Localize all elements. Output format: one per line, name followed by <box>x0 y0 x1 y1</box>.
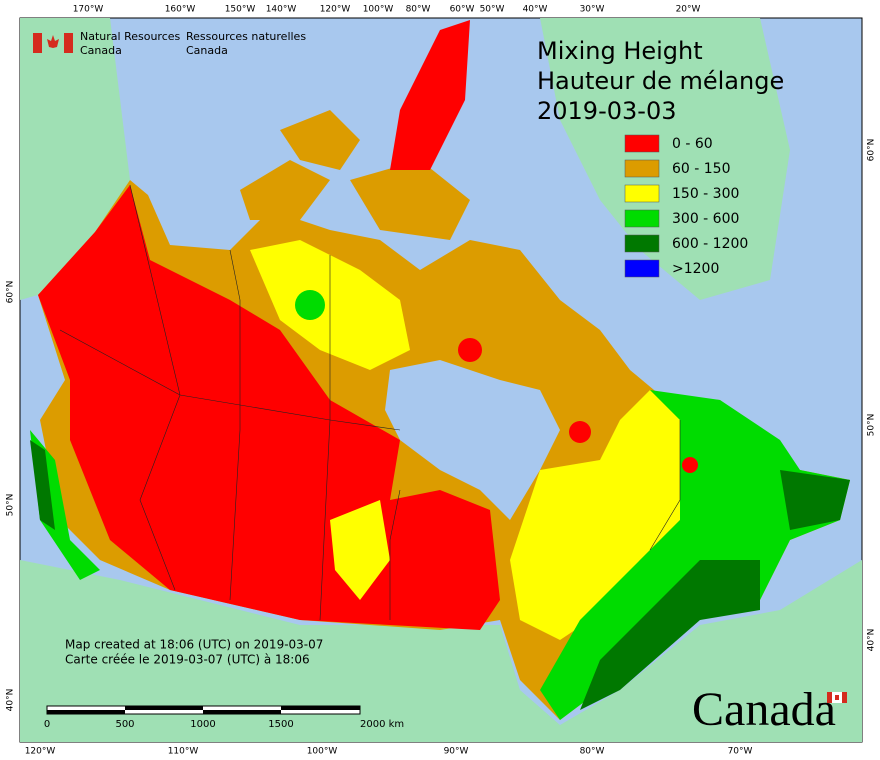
legend-label: 0 - 60 <box>672 136 713 152</box>
map-date: 2019-03-03 <box>537 97 676 125</box>
greenland <box>540 18 790 300</box>
graticule-label: 170°W <box>73 5 104 15</box>
zone-dark-green <box>580 560 760 710</box>
graticule-label: 110°W <box>168 747 199 757</box>
graticule-label: 70°W <box>728 747 753 757</box>
flag-bar <box>33 33 42 53</box>
wordmark-flag <box>827 692 832 703</box>
province-border <box>229 249 241 601</box>
legend-swatch <box>624 234 660 253</box>
graticule-label: 50°W <box>480 5 505 15</box>
legend-label: 60 - 150 <box>672 161 731 177</box>
wordmark: Canada <box>692 683 836 736</box>
graticule-label: 50°N <box>867 414 877 437</box>
legend-label: 150 - 300 <box>672 186 739 202</box>
agency-fr: Canada <box>186 44 228 57</box>
graticule-label: 60°W <box>450 5 475 15</box>
province-border <box>129 184 181 591</box>
zone-yellow <box>510 390 680 640</box>
hudson-bay <box>385 360 560 520</box>
legend-swatch <box>624 184 660 203</box>
agency-en: Canada <box>80 44 122 57</box>
graticule-label: 120°W <box>25 747 56 757</box>
agency-en: Natural Resources <box>80 30 181 43</box>
legend-label: >1200 <box>672 261 719 277</box>
graticule-label: 40°N <box>867 629 877 652</box>
scale-bar-segment <box>281 706 360 710</box>
graticule-label: 90°W <box>444 747 469 757</box>
graticule-label: 100°W <box>307 747 338 757</box>
graticule-label: 40°W <box>523 5 548 15</box>
zone-red <box>38 185 500 630</box>
arctic-island <box>240 160 330 220</box>
legend-swatch <box>624 209 660 228</box>
graticule-label: 20°W <box>676 5 701 15</box>
province-border <box>649 420 681 551</box>
alaska <box>20 18 130 300</box>
scale-label: 1500 <box>268 719 293 730</box>
graticule-label: 100°W <box>363 5 394 15</box>
arctic-island <box>280 110 360 170</box>
graticule-label: 50°N <box>6 494 16 517</box>
ellesmere-zone <box>390 20 470 170</box>
zone-red <box>569 421 591 443</box>
flag-bar <box>64 33 73 53</box>
legend-swatch <box>624 159 660 178</box>
credit: Map created at 18:06 (UTC) on 2019-03-07 <box>65 638 323 652</box>
graticule-label: 80°W <box>580 747 605 757</box>
legend-swatch <box>624 259 660 278</box>
scale-bar-segment <box>203 710 281 714</box>
legend-swatch <box>624 134 660 153</box>
graticule-label: 150°W <box>225 5 256 15</box>
scale-bar-segment <box>47 710 125 714</box>
zone-red <box>458 338 482 362</box>
arctic-island <box>350 160 470 240</box>
zone-red <box>682 457 698 473</box>
wordmark-flag <box>835 695 839 700</box>
province-border <box>389 489 401 620</box>
wordmark-flag <box>842 692 847 703</box>
zone-yellow <box>330 500 390 600</box>
zone-dark-green <box>780 470 850 530</box>
graticule-label: 60°N <box>6 281 16 304</box>
zone-green <box>30 430 100 580</box>
legend-label: 600 - 1200 <box>672 236 748 252</box>
credit: Carte créée le 2019-03-07 (UTC) à 18:06 <box>65 653 310 667</box>
agency-fr: Ressources naturelles <box>186 30 306 43</box>
graticule-label: 140°W <box>266 5 297 15</box>
maple-leaf <box>47 35 59 48</box>
scale-label: 500 <box>115 719 134 730</box>
legend-label: 300 - 600 <box>672 211 739 227</box>
graticule-label: 120°W <box>320 5 351 15</box>
scale-label: 1000 <box>190 719 215 730</box>
united-states <box>20 560 862 742</box>
map-title: Mixing Height <box>537 37 703 65</box>
graticule-label: 160°W <box>165 5 196 15</box>
zone-dark-green <box>30 440 55 530</box>
map-title: Hauteur de mélange <box>537 67 784 95</box>
territory-border <box>59 329 401 431</box>
graticule-label: 60°N <box>867 139 877 162</box>
zone-green <box>540 390 850 720</box>
scale-bar-segment <box>125 706 203 710</box>
graticule-label: 80°W <box>406 5 431 15</box>
graticule-label: 40°N <box>6 689 16 712</box>
scale-label: 0 <box>44 719 50 730</box>
zone-green <box>295 290 325 320</box>
graticule-label: 30°W <box>580 5 605 15</box>
scale-label: 2000 km <box>360 719 404 730</box>
